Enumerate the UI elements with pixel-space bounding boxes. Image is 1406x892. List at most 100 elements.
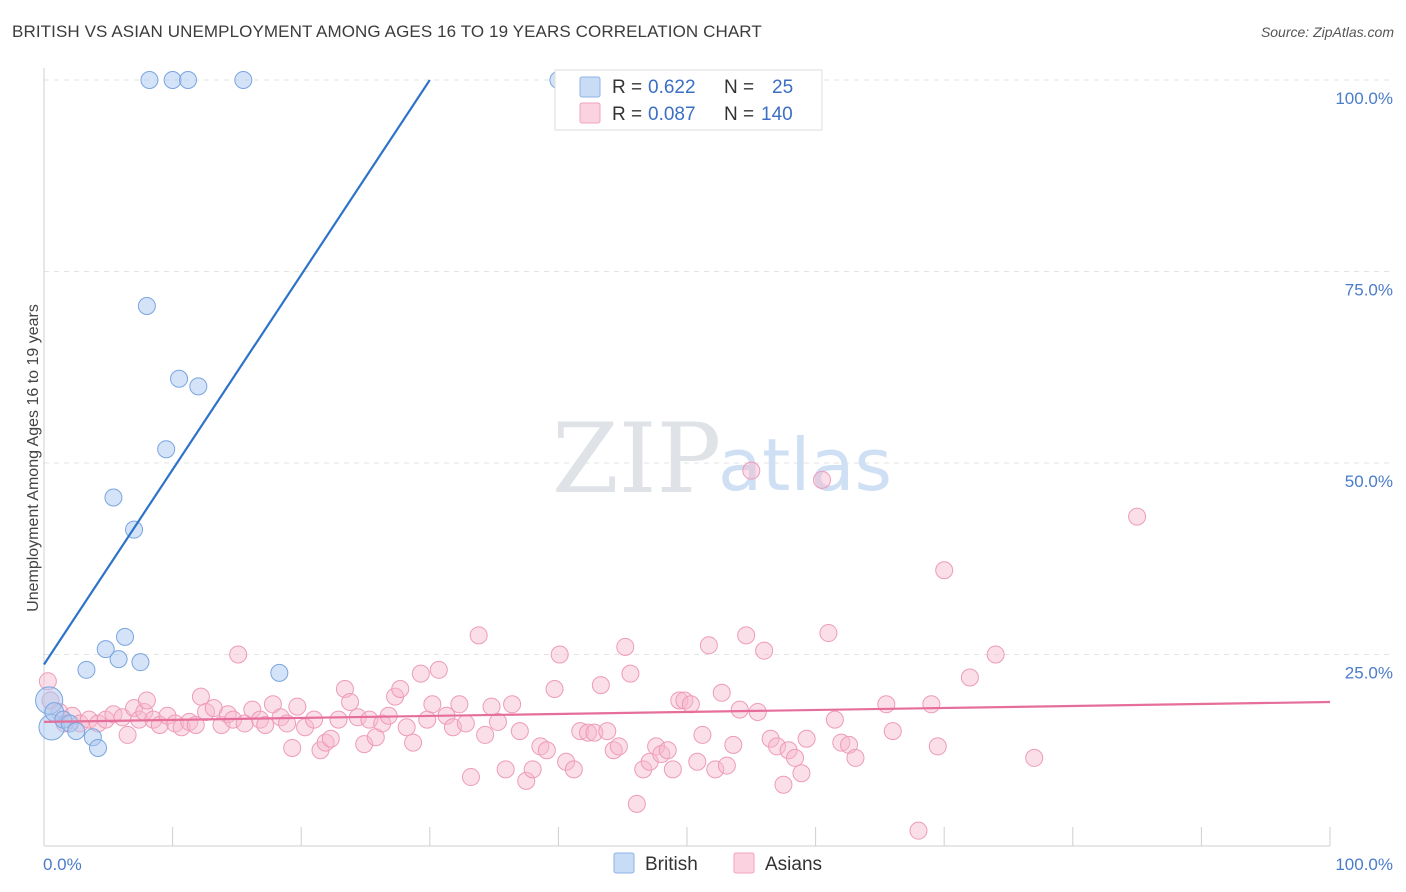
grid-lines bbox=[44, 79, 1394, 655]
asians-point bbox=[461, 768, 480, 787]
british-point bbox=[96, 640, 115, 659]
asians-point bbox=[488, 712, 507, 731]
asians-point bbox=[825, 710, 844, 729]
asians-point bbox=[681, 695, 700, 714]
asians-point bbox=[792, 764, 811, 783]
asians-point bbox=[742, 461, 761, 480]
asians-point bbox=[288, 697, 307, 716]
legend-n-value-british: 25 bbox=[772, 77, 793, 98]
asians-point bbox=[482, 697, 501, 716]
asians-point bbox=[663, 760, 682, 779]
british-point bbox=[234, 71, 253, 89]
asians-trend-line bbox=[43, 700, 1331, 724]
legend-r-value-asians: 0.087 bbox=[648, 104, 696, 125]
asians-points bbox=[38, 461, 1147, 840]
legend-r-label-british: R = bbox=[612, 77, 642, 98]
british-point bbox=[179, 71, 198, 89]
asians-point bbox=[658, 741, 677, 760]
asians-point bbox=[928, 737, 947, 756]
watermark-atlas: atlas bbox=[718, 423, 892, 507]
asians-point bbox=[564, 760, 583, 779]
asians-point bbox=[305, 710, 324, 729]
y-axis-label: Unemployment Among Ages 16 to 19 years bbox=[25, 304, 42, 612]
british-point bbox=[189, 377, 208, 396]
asians-point bbox=[779, 741, 798, 760]
y-tick-label-25: 25.0% bbox=[1345, 664, 1393, 683]
asians-point bbox=[1128, 507, 1147, 526]
british-point bbox=[131, 653, 150, 672]
legend-swatch-british bbox=[579, 76, 601, 98]
asians-point bbox=[137, 691, 156, 710]
asians-point bbox=[503, 695, 522, 714]
trend-lines bbox=[43, 79, 1331, 724]
asians-point bbox=[819, 624, 838, 643]
asians-point bbox=[693, 725, 712, 744]
british-point bbox=[163, 71, 182, 89]
legend-r-label-asians: R = bbox=[612, 104, 642, 125]
asians-point bbox=[737, 626, 756, 645]
asians-point bbox=[797, 729, 816, 748]
asians-point bbox=[670, 691, 689, 710]
bottom-legend: British Asians bbox=[613, 852, 822, 875]
british-point bbox=[170, 369, 189, 388]
british-point bbox=[109, 650, 128, 669]
axes bbox=[43, 68, 1331, 847]
british-point bbox=[157, 440, 176, 459]
asians-point bbox=[212, 715, 231, 734]
asians-point bbox=[761, 729, 780, 748]
asians-point bbox=[355, 735, 374, 754]
asians-point bbox=[373, 714, 392, 733]
british-point bbox=[270, 663, 289, 682]
asians-point bbox=[986, 645, 1005, 664]
asians-point bbox=[450, 695, 469, 714]
asians-point bbox=[118, 725, 137, 744]
x-tick-label-min: 0.0% bbox=[43, 855, 82, 874]
asians-point bbox=[935, 561, 954, 580]
asians-point bbox=[571, 722, 590, 741]
asians-point bbox=[591, 676, 610, 695]
asians-point bbox=[755, 641, 774, 660]
asians-point bbox=[550, 645, 569, 664]
asians-point bbox=[786, 748, 805, 767]
asians-point bbox=[712, 683, 731, 702]
y-tick-labels: 25.0% 50.0% 75.0% 100.0% bbox=[1335, 89, 1393, 683]
asians-point bbox=[598, 722, 617, 741]
asians-point bbox=[621, 664, 640, 683]
british-point bbox=[116, 627, 135, 646]
asians-point bbox=[256, 715, 275, 734]
asians-point bbox=[1025, 748, 1044, 767]
asians-point bbox=[706, 760, 725, 779]
asians-point bbox=[476, 725, 495, 744]
asians-point bbox=[418, 710, 437, 729]
bottom-legend-asians: Asians bbox=[765, 854, 822, 875]
british-point bbox=[89, 738, 108, 757]
asians-point bbox=[688, 752, 707, 771]
british-point bbox=[140, 71, 159, 89]
asians-point bbox=[329, 710, 348, 729]
asians-point bbox=[813, 470, 832, 489]
asians-point bbox=[397, 718, 416, 737]
watermark-zip: ZIP bbox=[552, 403, 721, 515]
asians-point bbox=[456, 714, 475, 733]
asians-point bbox=[634, 760, 653, 779]
y-tick-label-75: 75.0% bbox=[1345, 281, 1393, 300]
chart-title: BRITISH VS ASIAN UNEMPLOYMENT AMONG AGES… bbox=[12, 22, 762, 41]
asians-point bbox=[960, 668, 979, 687]
y-tick-label-50: 50.0% bbox=[1345, 472, 1393, 491]
british-point bbox=[104, 488, 123, 507]
asians-point bbox=[391, 679, 410, 698]
asians-point bbox=[423, 695, 442, 714]
asians-point bbox=[609, 737, 628, 756]
watermark: ZIP atlas bbox=[552, 403, 892, 515]
source-credit: Source: ZipAtlas.com bbox=[1260, 24, 1394, 40]
asians-point bbox=[496, 760, 515, 779]
asians-point bbox=[517, 771, 536, 790]
asians-point bbox=[585, 723, 604, 742]
asians-point bbox=[578, 723, 597, 742]
legend-r-value-british: 0.622 bbox=[648, 77, 696, 98]
british-trend-line bbox=[43, 79, 431, 666]
bottom-legend-swatch-asians bbox=[733, 852, 755, 874]
legend-n-label-british: N = bbox=[724, 77, 754, 98]
asians-point bbox=[616, 637, 635, 656]
